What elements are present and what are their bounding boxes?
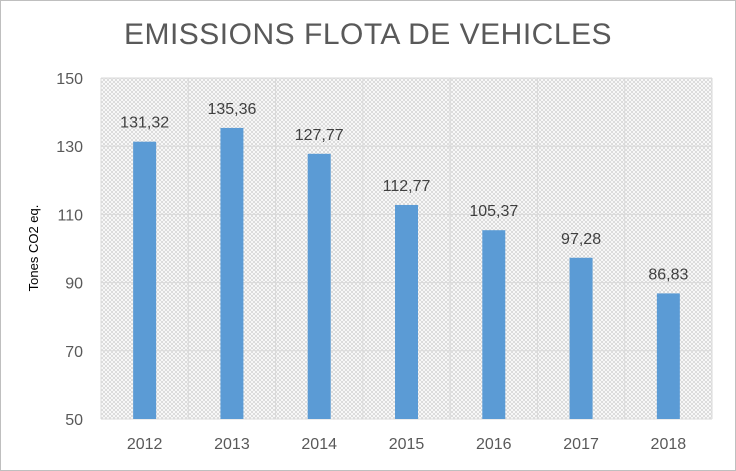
y-axis-label: Tones CO2 eq. (26, 205, 41, 292)
data-label-2012: 131,32 (120, 115, 169, 132)
bar-2017 (569, 257, 593, 419)
x-tick-label-2018: 2018 (651, 436, 687, 453)
bar-2015 (395, 204, 418, 419)
bar-2018 (656, 293, 680, 419)
data-labels-group: 131,32 135,36 127,77 112,77 105,37 97,28 86,83 (120, 101, 688, 283)
x-tick-label-2015: 2015 (389, 436, 425, 453)
y-tick-label: 150 (56, 71, 83, 88)
data-label-2013: 135,36 (207, 101, 256, 118)
bar-2014 (307, 153, 331, 419)
y-tick-label: 130 (56, 139, 83, 156)
data-label-2016: 105,37 (469, 203, 518, 220)
x-tick-label-2012: 2012 (127, 436, 163, 453)
data-label-2018: 86,83 (648, 266, 688, 283)
bar-2013 (220, 127, 244, 420)
y-tick-label: 50 (65, 412, 83, 429)
x-tick-label-2014: 2014 (301, 436, 337, 453)
data-label-2014: 127,77 (295, 127, 344, 144)
x-tick-label-2016: 2016 (476, 436, 512, 453)
y-tick-label: 90 (65, 276, 83, 293)
y-tick-label: 110 (57, 207, 83, 224)
data-label-2015: 112,77 (383, 178, 431, 195)
chart-title: EMISSIONS FLOTA DE VEHICLES (123, 18, 613, 51)
x-tick-label-2017: 2017 (563, 436, 599, 453)
bars-group (133, 127, 680, 420)
y-tick-label: 70 (65, 344, 83, 361)
bar-2012 (133, 141, 157, 420)
y-tick-labels: 50 70 90 110 130 150 (56, 71, 83, 429)
x-tick-labels: 2012 2013 2014 2015 2016 2017 2018 (127, 436, 686, 453)
data-label-2017: 97,28 (561, 231, 601, 248)
bar-2016 (482, 230, 506, 419)
x-tick-label-2013: 2013 (214, 436, 250, 453)
